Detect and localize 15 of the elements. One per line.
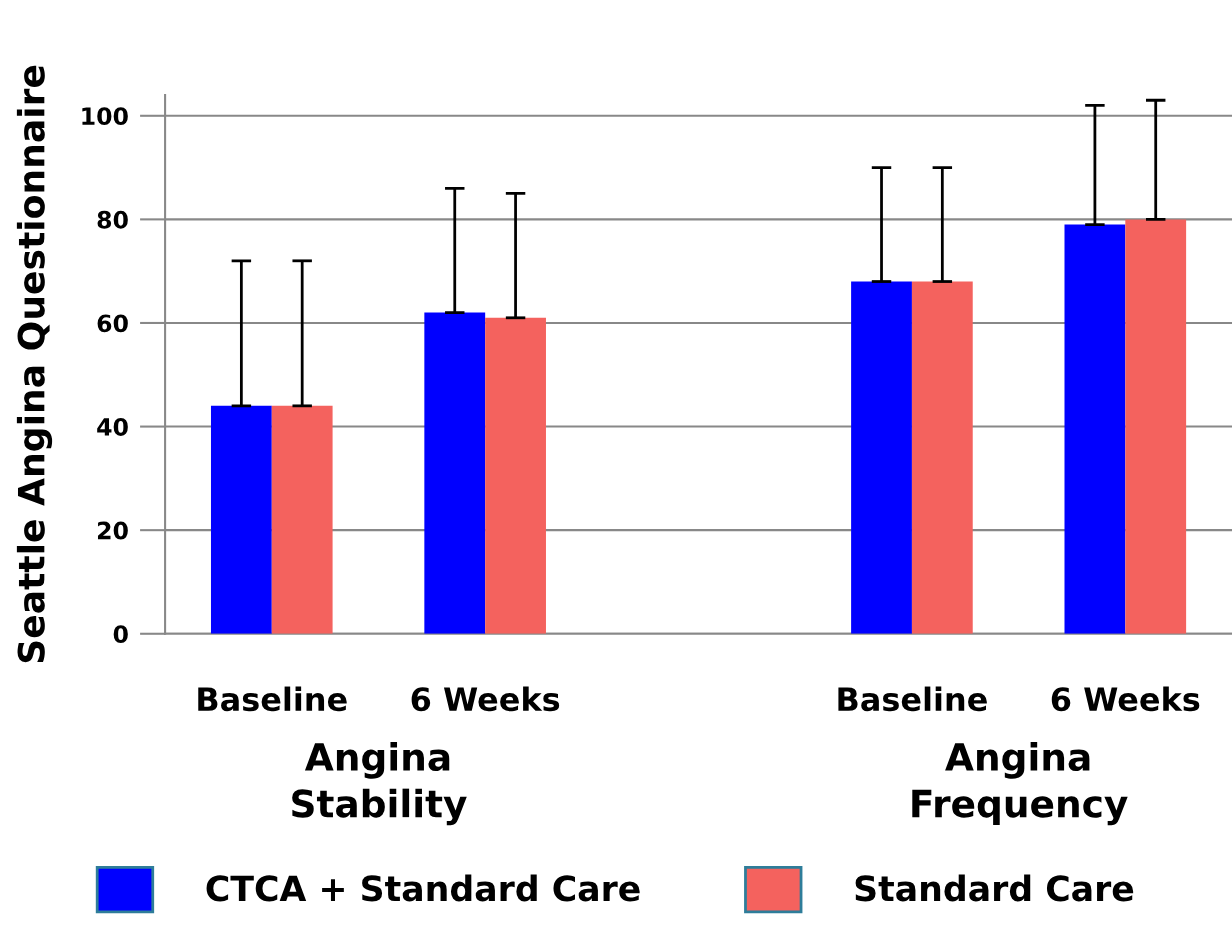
y-tick-label: 20 xyxy=(97,521,128,540)
y-tick-label: 0 xyxy=(113,625,128,644)
legend-label: CTCA + Standard Care xyxy=(206,874,640,902)
y-tick-label: 40 xyxy=(97,418,128,436)
y-axis-title: Seattle Angina Questionnaire xyxy=(16,65,53,663)
y-tick-label: 100 xyxy=(82,107,128,126)
x-tick-label: Baseline xyxy=(198,686,347,712)
text: Angina Stability xyxy=(292,742,467,826)
text: Angina Frequency xyxy=(912,742,1128,826)
x-tick-label: 6 Weeks xyxy=(411,686,560,712)
x-tick-label: Baseline xyxy=(838,686,987,712)
y-tick-label: 60 xyxy=(97,314,128,333)
x-tick-label: 6 Weeks xyxy=(1051,686,1200,712)
legend-label: Standard Care xyxy=(855,874,1134,902)
y-tick-label: 80 xyxy=(97,210,128,229)
